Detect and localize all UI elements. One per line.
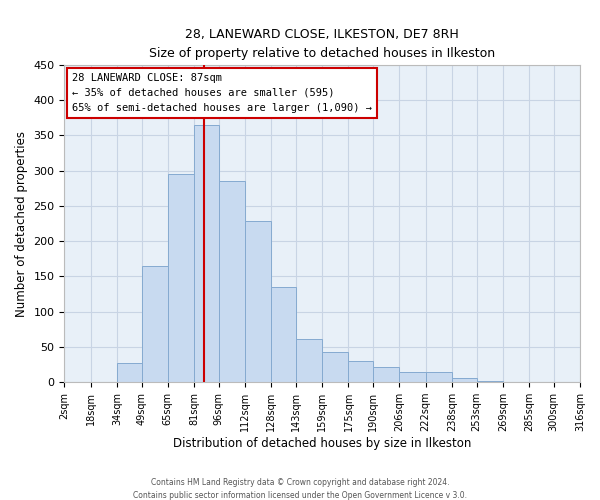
Text: 28 LANEWARD CLOSE: 87sqm
← 35% of detached houses are smaller (595)
65% of semi-: 28 LANEWARD CLOSE: 87sqm ← 35% of detach…	[72, 73, 372, 112]
Bar	[219, 182, 245, 382]
Bar	[117, 363, 142, 382]
Bar	[425, 372, 452, 382]
X-axis label: Distribution of detached houses by size in Ilkeston: Distribution of detached houses by size …	[173, 437, 472, 450]
Bar	[168, 174, 194, 382]
Bar	[476, 381, 503, 382]
Bar	[373, 366, 400, 382]
Text: Contains HM Land Registry data © Crown copyright and database right 2024.
Contai: Contains HM Land Registry data © Crown c…	[133, 478, 467, 500]
Bar	[452, 378, 476, 382]
Bar	[271, 287, 296, 382]
Bar	[245, 222, 271, 382]
Bar	[194, 125, 219, 382]
Title: 28, LANEWARD CLOSE, ILKESTON, DE7 8RH
Size of property relative to detached hous: 28, LANEWARD CLOSE, ILKESTON, DE7 8RH Si…	[149, 28, 495, 60]
Y-axis label: Number of detached properties: Number of detached properties	[15, 130, 28, 316]
Bar	[296, 338, 322, 382]
Bar	[142, 266, 168, 382]
Bar	[400, 372, 425, 382]
Bar	[322, 352, 349, 382]
Bar	[349, 361, 373, 382]
